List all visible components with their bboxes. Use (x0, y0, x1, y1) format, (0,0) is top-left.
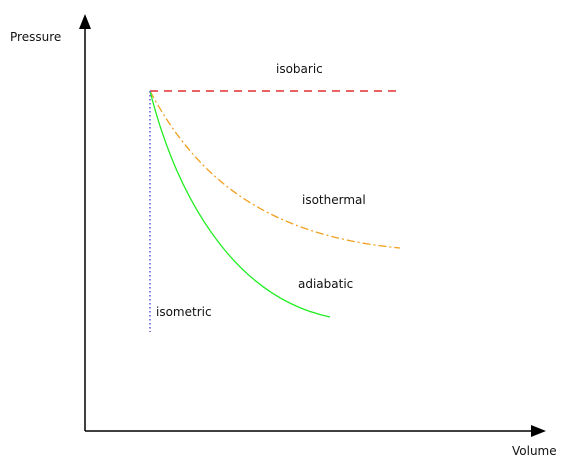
x-axis-arrow (531, 425, 546, 437)
adiabatic-curve (149, 90, 331, 318)
x-axis-label: Volume (512, 444, 557, 458)
y-axis-arrow (79, 14, 91, 29)
isothermal-curve (149, 90, 401, 249)
isothermal-label: isothermal (302, 193, 366, 207)
y-axis-label: Pressure (10, 30, 61, 44)
axes (79, 14, 546, 437)
isobaric-label: isobaric (276, 62, 323, 76)
adiabatic-label: adiabatic (298, 277, 353, 291)
labels: Pressure Volume isobaric isothermal adia… (10, 30, 557, 458)
process-curves (149, 90, 401, 332)
isometric-label: isometric (156, 305, 212, 319)
